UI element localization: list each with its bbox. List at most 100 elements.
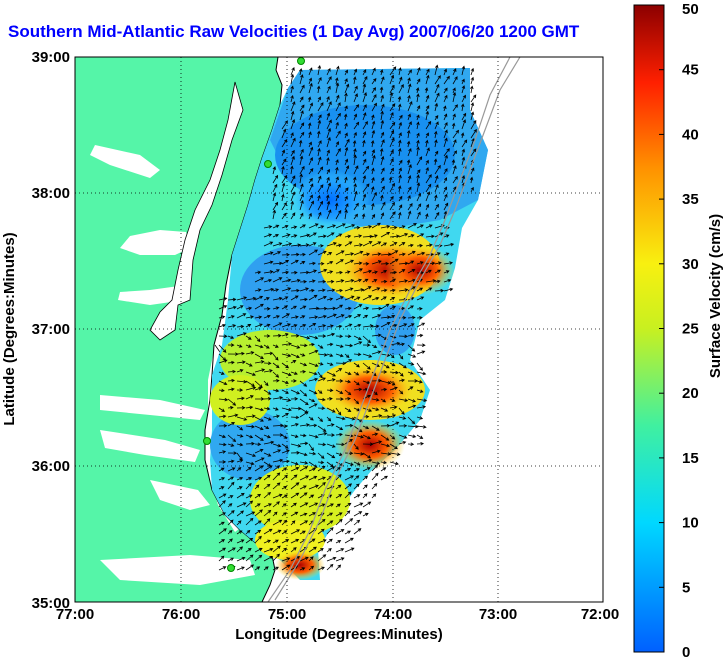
velocity-arrow: [263, 323, 271, 328]
velocity-arrow: [326, 112, 331, 121]
velocity-arrow: [398, 114, 403, 121]
velocity-arrow: [380, 407, 389, 412]
velocity-arrow: [362, 112, 367, 121]
velocity-arrow: [236, 351, 245, 356]
velocity-arrow: [353, 475, 360, 481]
velocity-arrow: [335, 194, 340, 202]
velocity-arrow: [290, 94, 294, 103]
y-tick-labels: 39:00 38:00 37:00 36:00 35:00: [32, 49, 70, 612]
velocity-arrow: [398, 204, 403, 211]
velocity-arrow: [353, 76, 357, 85]
velocity-arrow: [281, 182, 286, 193]
velocity-arrow: [308, 546, 317, 553]
velocity-arrow: [272, 224, 280, 229]
velocity-arrow: [362, 234, 374, 239]
velocity-arrow: [416, 350, 426, 355]
velocity-arrow: [344, 396, 351, 401]
velocity-arrow: [389, 434, 396, 440]
velocity-arrow: [308, 451, 317, 456]
velocity-arrow: [344, 287, 354, 292]
velocity-arrow: [425, 174, 432, 184]
velocity-arrow: [389, 250, 399, 256]
velocity-arrow: [461, 139, 468, 148]
x-tick-label: 77:00: [56, 606, 94, 623]
velocity-arrow: [254, 416, 264, 422]
velocity-arrow: [335, 250, 345, 256]
velocity-arrow: [299, 104, 305, 112]
velocity-arrow: [290, 200, 294, 211]
velocity-arrow: [272, 362, 280, 369]
velocity-arrow: [254, 484, 260, 490]
x-tick-label: 73:00: [479, 606, 517, 623]
velocity-arrow: [218, 467, 225, 472]
velocity-arrow: [389, 149, 394, 157]
velocity-arrow: [353, 323, 362, 328]
velocity-arrow: [344, 83, 350, 94]
colorbar-tick-label: 20: [682, 385, 699, 402]
velocity-arrow: [272, 472, 281, 481]
velocity-arrow: [443, 137, 448, 148]
velocity-arrow: [335, 425, 344, 431]
velocity-arrow: [236, 344, 243, 348]
velocity-arrow: [362, 203, 366, 211]
velocity-arrow: [335, 223, 346, 229]
station-marker: [297, 57, 305, 65]
velocity-arrow: [254, 335, 261, 343]
velocity-arrow: [272, 529, 282, 535]
velocity-arrow: [281, 120, 288, 130]
velocity-arrow: [353, 468, 360, 472]
velocity-arrow: [371, 129, 376, 139]
y-tick-label: 35:00: [32, 595, 70, 612]
velocity-arrow: [344, 547, 355, 553]
velocity-arrow: [362, 370, 370, 374]
velocity-arrow: [317, 362, 324, 366]
velocity-arrow: [290, 333, 300, 338]
velocity-arrow: [299, 233, 311, 238]
velocity-arrow: [218, 539, 226, 544]
velocity-arrow: [335, 344, 344, 348]
velocity-arrow: [407, 113, 411, 121]
velocity-arrow: [326, 520, 334, 526]
velocity-arrow: [389, 74, 395, 85]
velocity-arrow: [353, 398, 360, 405]
velocity-arrow: [299, 466, 308, 472]
velocity-arrow: [236, 459, 244, 463]
x-tick-labels: 77:00 76:00 75:00 74:00 73:00 72:00: [56, 606, 619, 623]
velocity-arrow: [227, 387, 235, 392]
velocity-arrow: [317, 482, 326, 490]
velocity-arrow: [308, 371, 318, 376]
velocity-arrow: [290, 73, 295, 85]
velocity-arrow: [326, 76, 332, 85]
velocity-arrow: [398, 288, 409, 292]
velocity-arrow: [236, 556, 246, 562]
velocity-arrow: [380, 370, 388, 374]
velocity-arrow: [227, 422, 236, 427]
velocity-arrow: [407, 210, 412, 220]
velocity-arrow: [272, 371, 280, 378]
velocity-arrow: [326, 548, 332, 553]
velocity-arrow: [362, 314, 369, 319]
velocity-arrow: [218, 512, 227, 517]
velocity-arrow: [407, 333, 415, 338]
velocity-arrow: [344, 78, 348, 85]
velocity-arrow: [254, 303, 264, 310]
velocity-arrow: [434, 139, 438, 148]
velocity-arrow: [353, 165, 359, 175]
velocity-arrow: [353, 250, 364, 256]
velocity-arrow: [407, 234, 415, 238]
velocity-arrow: [416, 156, 423, 166]
velocity-arrow: [290, 149, 295, 157]
velocity-arrow: [443, 242, 455, 247]
velocity-arrow: [380, 288, 388, 293]
velocity-arrow: [317, 261, 325, 266]
velocity-arrow: [425, 213, 429, 220]
velocity-arrow: [362, 425, 370, 430]
velocity-arrow: [407, 371, 414, 375]
velocity-arrow: [245, 371, 256, 376]
velocity-arrow: [218, 442, 227, 447]
velocity-arrow: [425, 105, 430, 112]
velocity-arrow: [353, 502, 364, 508]
velocity-arrow: [245, 517, 254, 526]
velocity-arrow: [380, 269, 388, 274]
velocity-arrow: [371, 449, 381, 454]
